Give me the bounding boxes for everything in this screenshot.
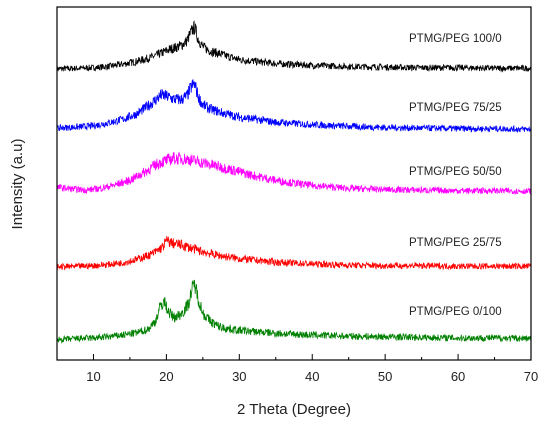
x-tick-label: 20 — [159, 369, 173, 384]
x-tick-label: 30 — [232, 369, 246, 384]
series-line-2 — [56, 151, 532, 195]
series-label-0: PTMG/PEG 100/0 — [409, 33, 502, 45]
series-line-0 — [56, 20, 532, 73]
series-label-2: PTMG/PEG 50/50 — [409, 166, 502, 178]
y-axis-title: Intensity (a.u) — [9, 139, 26, 230]
series-label-1: PTMG/PEG 75/25 — [409, 102, 502, 114]
x-tick-label: 10 — [86, 369, 100, 384]
series-line-4 — [56, 279, 532, 344]
x-axis-title: 2 Theta (Degree) — [237, 401, 351, 418]
series-labels: PTMG/PEG 100/0 PTMG/PEG 75/25 PTMG/PEG 50/… — [409, 33, 502, 318]
series-line-3 — [56, 236, 532, 271]
series-line-1 — [56, 79, 532, 134]
x-tick-label: 50 — [378, 369, 392, 384]
x-axis-ticks: 10 20 30 40 50 60 70 — [86, 354, 538, 384]
plot-frame — [56, 6, 532, 361]
series-label-3: PTMG/PEG 25/75 — [409, 237, 502, 249]
series-layer — [56, 20, 532, 344]
x-tick-label: 60 — [451, 369, 465, 384]
x-tick-label: 40 — [305, 369, 319, 384]
x-tick-label: 70 — [524, 369, 538, 384]
series-label-4: PTMG/PEG 0/100 — [409, 306, 502, 318]
